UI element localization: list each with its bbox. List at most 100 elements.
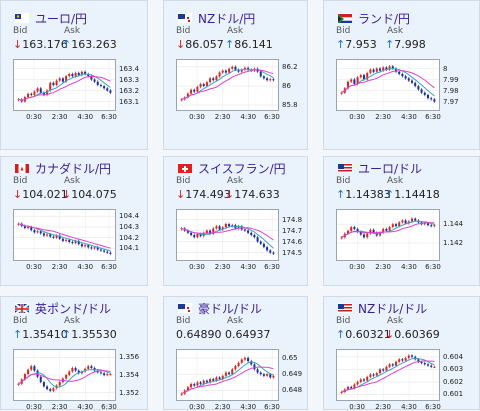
candle [369, 374, 372, 377]
candle [231, 225, 234, 227]
arrow-down-icon: ↓ [62, 188, 72, 201]
price-chart[interactable] [13, 59, 116, 111]
candle [433, 225, 436, 227]
candle [378, 369, 382, 374]
candle [106, 251, 109, 253]
flag-ca-icon [15, 163, 29, 173]
bid-price: 0.64890 [176, 328, 222, 341]
pair-name: 英ポンド/ドル [35, 301, 112, 316]
candle [262, 243, 265, 248]
x-tick-label: 6:30 [425, 403, 441, 411]
pair-title-link[interactable]: NZドル/ドル [338, 299, 427, 317]
price-chart[interactable] [336, 349, 440, 401]
candle [414, 82, 417, 87]
arrow-down-icon: ↓ [176, 188, 186, 201]
arrow-down-icon: ↓ [13, 188, 23, 201]
candle [77, 240, 80, 245]
ma-short-line [341, 357, 435, 393]
candle [58, 382, 61, 386]
pair-title-link[interactable]: 英ポンド/ドル [15, 299, 111, 317]
candle [359, 75, 362, 78]
candle [243, 357, 246, 360]
candle [17, 223, 20, 225]
x-tick-label: 0:30 [26, 263, 42, 271]
candle [410, 80, 414, 83]
candle [391, 66, 394, 69]
x-tick-label: 0:30 [349, 113, 365, 121]
candle [391, 224, 394, 228]
ma-long-line [341, 70, 435, 94]
ma-short-line [181, 225, 274, 249]
ask-value: 1.35530 [71, 328, 117, 341]
pair-title-link[interactable]: NZドル/円 [178, 9, 255, 27]
candle [375, 68, 378, 72]
pair-title-link[interactable]: ユーロ/ドル [338, 159, 422, 177]
candle [401, 359, 404, 361]
pair-title-link[interactable]: 豪ドル/ドル [178, 299, 262, 317]
bid-value: 86.057 [185, 38, 224, 51]
bid-value: 0.64890 [176, 328, 222, 341]
candle [49, 82, 52, 91]
y-tick-label: 7.97 [443, 97, 459, 106]
candle [353, 384, 356, 389]
candle [269, 79, 272, 81]
pair-title-link[interactable]: ユーロ/円 [15, 9, 87, 27]
pair-title-link[interactable]: スイスフラン/円 [178, 159, 286, 177]
candle [353, 79, 356, 84]
candle [362, 379, 366, 381]
rate-card: 豪ドル/ドル Bid Ask 0.64890 0.64937 0.65 0.649 0.648… [163, 296, 308, 411]
candle [346, 81, 350, 89]
candle [247, 357, 250, 362]
x-tick-label: 0:30 [189, 263, 205, 271]
candle [190, 232, 193, 235]
ask-label: Ask [387, 316, 404, 326]
x-tick-label: 2:30 [375, 403, 391, 411]
arrow-up-icon: ↑ [225, 38, 235, 51]
ask-price: ↑86.141 [225, 38, 273, 51]
candle [39, 88, 42, 93]
y-tick-label: 104.4 [119, 212, 140, 221]
candle [237, 226, 240, 229]
candle [388, 364, 391, 367]
candle [71, 241, 74, 244]
price-chart[interactable] [13, 349, 116, 401]
arrow-down-icon: ↓ [13, 38, 23, 51]
pair-title-link[interactable]: カナダドル/円 [15, 159, 111, 177]
candle [193, 235, 196, 238]
ask-value: 0.64937 [225, 328, 271, 341]
candle [231, 369, 234, 375]
price-chart[interactable] [176, 59, 279, 111]
rate-card: NZドル/ドル Bid Ask ↑0.60321 ↓0.60369 0.604 0.603 0… [323, 296, 480, 411]
candle [193, 89, 196, 92]
candle [253, 235, 256, 238]
price-chart[interactable] [336, 209, 440, 261]
candle [186, 93, 189, 98]
candle [30, 366, 33, 370]
x-tick-label: 4:30 [401, 113, 417, 121]
ask-price: ↓0.60369 [385, 328, 440, 341]
rate-card: ランド/円 Bid Ask ↑7.953 ↑7.998 8 7.99 7.98 7.97 0:30… [323, 0, 480, 150]
price-chart[interactable] [176, 349, 279, 401]
flag-ch-icon [178, 163, 192, 173]
price-chart[interactable] [13, 209, 116, 261]
candle [404, 358, 407, 361]
candle [398, 359, 401, 362]
candle [39, 231, 42, 234]
candle [55, 235, 58, 238]
candle [23, 374, 26, 380]
ma-long-line [18, 223, 111, 249]
candle [433, 99, 436, 102]
candle [61, 238, 64, 241]
candle [46, 386, 49, 390]
price-chart[interactable] [176, 209, 279, 261]
price-chart[interactable] [336, 59, 440, 111]
bid-price: ↓163.176 [13, 38, 68, 51]
candle [90, 76, 93, 80]
candle [55, 80, 58, 85]
pair-title-link[interactable]: ランド/円 [338, 9, 410, 27]
candle [221, 375, 224, 380]
arrow-up-icon: ↑ [336, 38, 346, 51]
candle [269, 250, 272, 253]
candle [202, 84, 205, 86]
candle [385, 228, 388, 231]
